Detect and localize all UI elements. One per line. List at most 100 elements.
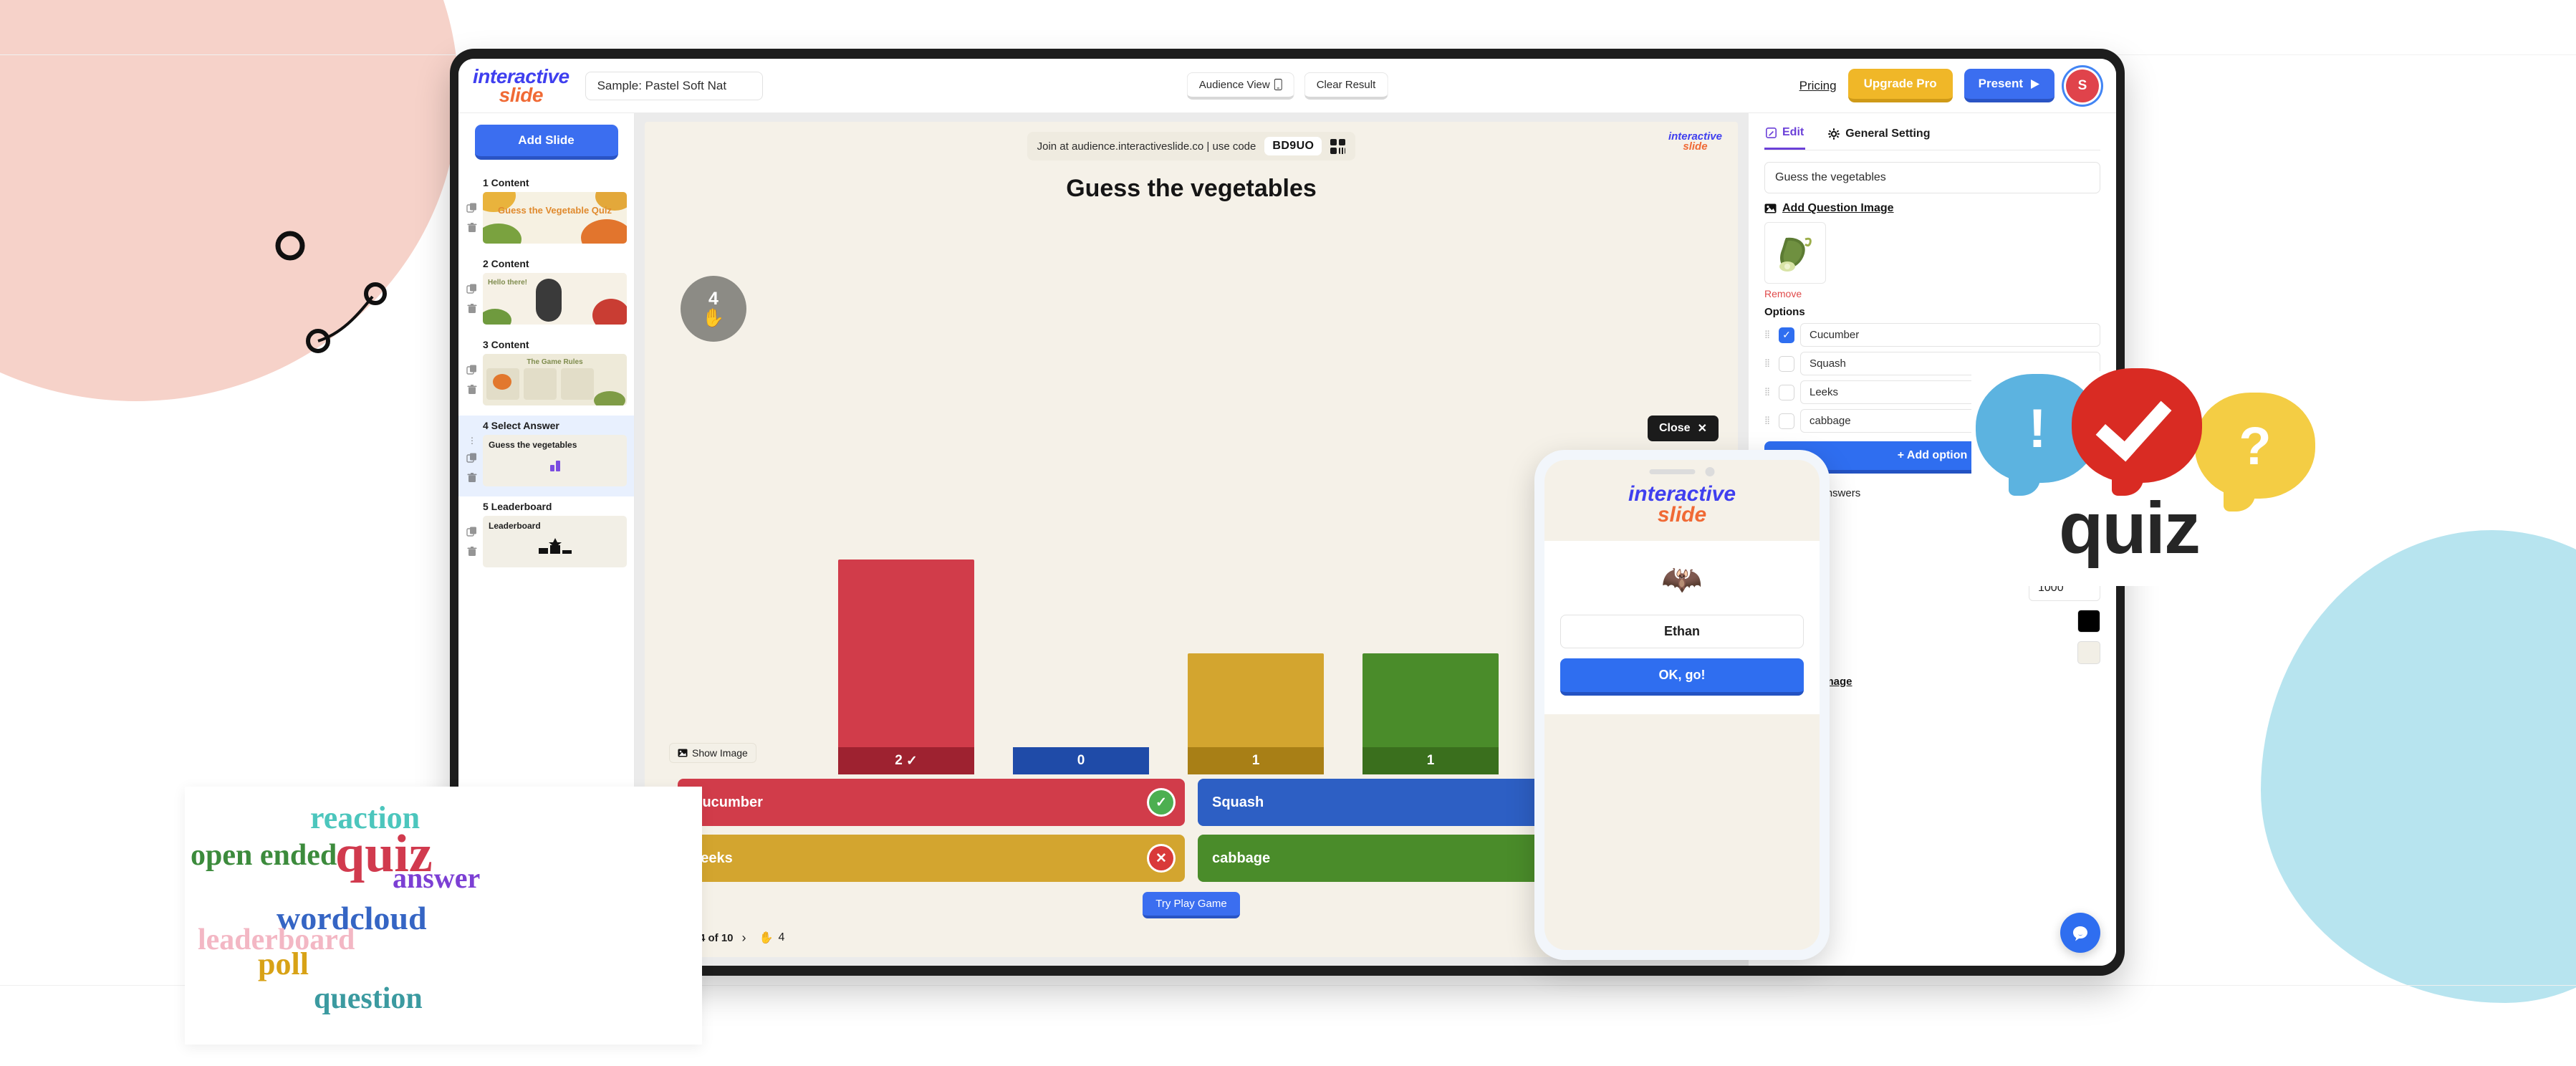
drag-handle-icon[interactable]: ⣿ bbox=[1764, 359, 1772, 368]
trash-icon[interactable] bbox=[466, 472, 478, 484]
phone-logo-line-2: slide bbox=[1657, 502, 1707, 527]
doodle-connector-icon bbox=[306, 282, 387, 353]
options-section-label: Options bbox=[1764, 306, 1805, 318]
wordcloud-word-7: question bbox=[314, 982, 423, 1015]
slide-item-2[interactable]: 2 Content Hello there! bbox=[458, 254, 634, 335]
top-toolbar: interactive slide Sample: Pastel Soft Na… bbox=[458, 59, 2116, 113]
thumb-title: Guess the Vegetable Quiz bbox=[498, 205, 612, 216]
slide-thumbnail[interactable]: Leaderboard bbox=[483, 516, 627, 567]
close-label: Close bbox=[1659, 422, 1691, 434]
avatar-emoji[interactable]: 🦇 bbox=[1661, 560, 1703, 597]
deck-title-input[interactable]: Sample: Pastel Soft Nat bbox=[585, 71, 763, 100]
option-checkbox[interactable]: ✓ bbox=[1779, 384, 1794, 400]
add-slide-button[interactable]: Add Slide bbox=[474, 125, 618, 160]
audience-view-button[interactable]: Audience View bbox=[1186, 72, 1294, 100]
app-logo[interactable]: interactive slide bbox=[473, 67, 569, 106]
phone-screen: interactive slide 🦇 Ethan OK, go! bbox=[1544, 460, 1820, 950]
bar-fill bbox=[838, 560, 974, 747]
trash-icon[interactable] bbox=[466, 303, 478, 314]
tab-general-setting[interactable]: General Setting bbox=[1827, 123, 1931, 150]
slide-tools bbox=[464, 273, 480, 325]
qr-code-icon[interactable] bbox=[1330, 138, 1346, 154]
pricing-link[interactable]: Pricing bbox=[1799, 78, 1837, 92]
duplicate-icon[interactable] bbox=[466, 364, 478, 375]
slide-tools bbox=[464, 354, 480, 405]
slide-label: 2 Content bbox=[483, 258, 529, 269]
app-body: Add Slide 1 Content bbox=[458, 113, 2116, 966]
question-bubble: ? bbox=[2195, 393, 2315, 512]
watermark-line-1: interactive bbox=[1668, 130, 1722, 143]
present-button[interactable]: Present bbox=[1964, 69, 2054, 102]
phone-join-card: 🦇 Ethan OK, go! bbox=[1544, 541, 1820, 714]
avatar[interactable]: S bbox=[2062, 64, 2103, 107]
add-question-image-button[interactable]: Add Question Image bbox=[1764, 202, 2100, 215]
podium-glyph bbox=[489, 531, 621, 562]
option-checkbox[interactable]: ✓ bbox=[1779, 355, 1794, 372]
close-preview-button[interactable]: Close ✕ bbox=[1648, 416, 1719, 441]
trash-icon[interactable] bbox=[466, 546, 478, 557]
question-input[interactable]: Guess the vegetables bbox=[1764, 162, 2100, 193]
answer-label: Leeks bbox=[692, 850, 733, 866]
try-play-game-button[interactable]: Try Play Game bbox=[1143, 892, 1240, 918]
toolbar-right-actions: Pricing Upgrade Pro Present S bbox=[1799, 64, 2103, 107]
nickname-input[interactable]: Ethan bbox=[1560, 615, 1804, 648]
logo-line-2: slide bbox=[499, 83, 544, 106]
slide-thumbnail[interactable]: Guess the vegetables bbox=[483, 435, 627, 486]
ok-go-button[interactable]: OK, go! bbox=[1560, 658, 1804, 696]
clear-result-button[interactable]: Clear Result bbox=[1304, 72, 1388, 100]
wordcloud-word-1: quiz bbox=[335, 825, 433, 883]
answer-label: Squash bbox=[1212, 794, 1264, 810]
slide-item-3[interactable]: 3 Content The Game Rules bbox=[458, 335, 634, 416]
slide-thumbnail[interactable]: Guess the Vegetable Quiz bbox=[483, 192, 627, 244]
slide-thumbnail[interactable]: Hello there! bbox=[483, 273, 627, 325]
join-code: BD9UO bbox=[1264, 137, 1322, 155]
answer-tile-0[interactable]: Cucumber ✓ bbox=[678, 779, 1185, 826]
trash-icon[interactable] bbox=[466, 222, 478, 234]
slide-item-4[interactable]: 4 Select Answer ⋮ Guess the vegetables bbox=[458, 416, 634, 496]
phone-preview: interactive slide 🦇 Ethan OK, go! bbox=[1534, 450, 1830, 960]
drag-handle-icon[interactable]: ⣿ bbox=[1764, 416, 1772, 426]
drag-handle-icon[interactable]: ⣿ bbox=[1764, 388, 1772, 397]
slide-item-5[interactable]: 5 Leaderboard Leaderboard bbox=[458, 496, 634, 577]
text-color-swatch[interactable] bbox=[2077, 610, 2100, 633]
add-question-image-label: Add Question Image bbox=[1782, 202, 1894, 214]
question-glyph: ? bbox=[2239, 416, 2272, 476]
slide-list: 1 Content bbox=[458, 173, 634, 577]
cucumber-image bbox=[1779, 237, 1812, 272]
thumb-title: Guess the vegetables bbox=[489, 440, 577, 450]
wordcloud-word-4: wordcloud bbox=[277, 900, 427, 936]
bar-value-label: 0 bbox=[1013, 747, 1149, 774]
slide-label: 3 Content bbox=[483, 339, 529, 350]
bar-value-label: 2 ✓ bbox=[838, 747, 974, 774]
slide-tools: ⋮ bbox=[464, 435, 480, 486]
duplicate-icon[interactable] bbox=[466, 202, 478, 213]
drag-handle-icon[interactable]: ⣿ bbox=[1764, 330, 1772, 340]
slide-thumbnail[interactable]: The Game Rules bbox=[483, 354, 627, 405]
check-icon bbox=[2095, 383, 2172, 462]
tab-edit[interactable]: Edit bbox=[1764, 123, 1806, 150]
upgrade-pro-button[interactable]: Upgrade Pro bbox=[1847, 69, 1953, 102]
background-color-swatch[interactable] bbox=[2077, 641, 2100, 664]
option-checkbox[interactable]: ✓ bbox=[1779, 327, 1794, 343]
duplicate-icon[interactable] bbox=[466, 283, 478, 294]
drag-handle-icon[interactable]: ⋮ bbox=[468, 435, 476, 446]
page-indicator: 4 of 10 bbox=[699, 931, 734, 944]
toolbar-center-actions: Audience View Clear Result bbox=[1186, 72, 1388, 100]
show-image-button[interactable]: Show Image bbox=[669, 743, 756, 763]
option-row-0: ⣿ ✓ Cucumber bbox=[1764, 323, 2100, 347]
slide-label: 1 Content bbox=[483, 177, 529, 188]
chat-support-button[interactable] bbox=[2060, 913, 2100, 953]
tab-edit-label: Edit bbox=[1782, 126, 1804, 138]
remove-image-button[interactable]: Remove bbox=[1764, 288, 1802, 299]
answer-tile-2[interactable]: Leeks ✕ bbox=[678, 835, 1185, 882]
duplicate-icon[interactable] bbox=[466, 452, 478, 464]
question-image-thumbnail[interactable] bbox=[1764, 222, 1826, 284]
wrong-icon: ✕ bbox=[1149, 846, 1173, 870]
chevron-right-icon[interactable]: › bbox=[741, 930, 746, 945]
join-text: Join at audience.interactiveslide.co | u… bbox=[1037, 140, 1256, 153]
option-checkbox[interactable]: ✓ bbox=[1779, 413, 1794, 429]
option-input[interactable]: Cucumber bbox=[1800, 323, 2100, 347]
duplicate-icon[interactable] bbox=[466, 526, 478, 537]
slide-item-1[interactable]: 1 Content bbox=[458, 173, 634, 254]
trash-icon[interactable] bbox=[466, 384, 478, 395]
